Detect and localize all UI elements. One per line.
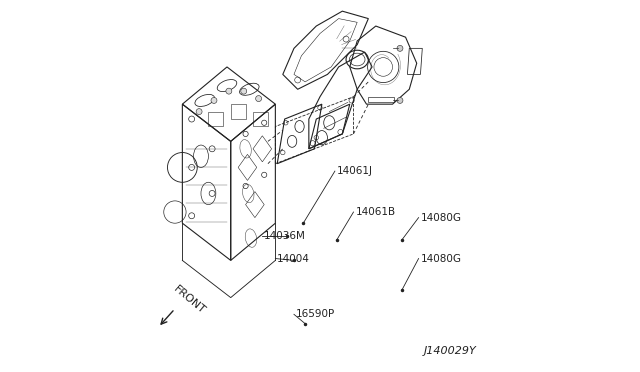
Text: 14080G: 14080G [420, 254, 461, 263]
Text: 16590P: 16590P [296, 310, 335, 319]
Circle shape [397, 45, 403, 51]
Text: J140029Y: J140029Y [424, 346, 476, 356]
Text: 14061B: 14061B [355, 207, 396, 217]
Circle shape [255, 96, 262, 102]
Text: 14036M: 14036M [264, 231, 306, 241]
Text: 14080G: 14080G [420, 213, 461, 222]
Text: 14061J: 14061J [337, 166, 372, 176]
Circle shape [241, 88, 246, 94]
Text: 14004: 14004 [277, 254, 310, 263]
Circle shape [211, 97, 217, 103]
Circle shape [226, 88, 232, 94]
Text: FRONT: FRONT [172, 284, 207, 316]
Circle shape [196, 109, 202, 115]
Circle shape [397, 97, 403, 103]
